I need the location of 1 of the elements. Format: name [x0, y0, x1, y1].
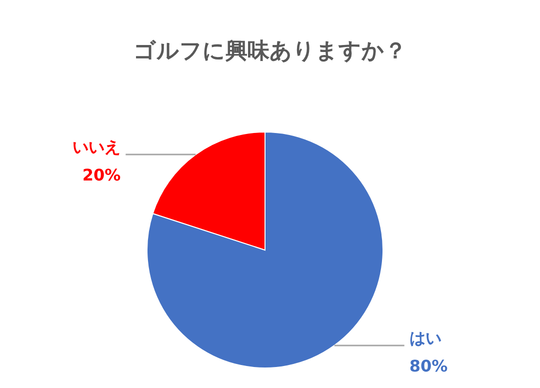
title: ゴルフに興味ありますか？ [134, 39, 406, 64]
